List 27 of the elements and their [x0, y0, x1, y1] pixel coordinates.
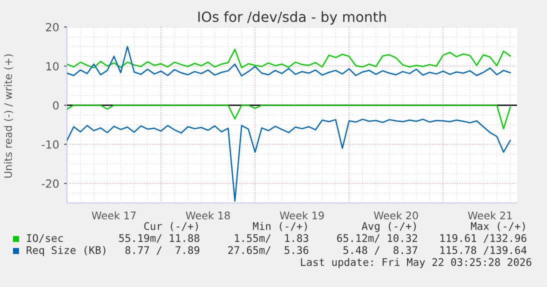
- text: 115.78 /139.64: [440, 246, 527, 255]
- text: Avg (-/+): [362, 222, 416, 232]
- y-tick-label: -10: [42, 140, 59, 149]
- text: 27.65m/ 5.36: [228, 246, 308, 255]
- text: Cur (-/+): [144, 222, 198, 232]
- x-tick-label: Week 20: [374, 211, 418, 220]
- text: Min (-/+): [252, 222, 307, 232]
- x-tick-label: Week 21: [468, 211, 512, 220]
- text: 8.77 / 7.89: [125, 246, 200, 255]
- x-tick-label: Week 19: [280, 211, 324, 220]
- y-tick-label: 0: [53, 101, 59, 110]
- x-tick-label: Week 17: [92, 211, 136, 220]
- text: 119.61 /132.96: [440, 234, 526, 243]
- legend-label: IO/sec: [27, 234, 63, 243]
- text: 5.48 / 8.37: [343, 246, 418, 255]
- text: 65.12m/ 10.32: [337, 234, 418, 243]
- y-tick-label: -20: [42, 179, 59, 188]
- text: 1.55m/ 1.83: [235, 234, 308, 243]
- text: 55.19m/ 11.88: [119, 234, 200, 243]
- chart-title: IOs for /dev/sda - by month: [198, 11, 386, 25]
- y-tick-label: 20: [46, 22, 59, 32]
- text: Max (-/+): [470, 222, 525, 232]
- legend-label: Req Size (KB): [26, 246, 106, 256]
- y-tick-label: 10: [46, 62, 59, 70]
- y-axis-title: Units read (-) / write (+): [4, 54, 14, 178]
- x-tick-label: Week 18: [186, 211, 230, 220]
- text: Last update: Fri May 22 03:25:28 2026: [301, 258, 532, 268]
